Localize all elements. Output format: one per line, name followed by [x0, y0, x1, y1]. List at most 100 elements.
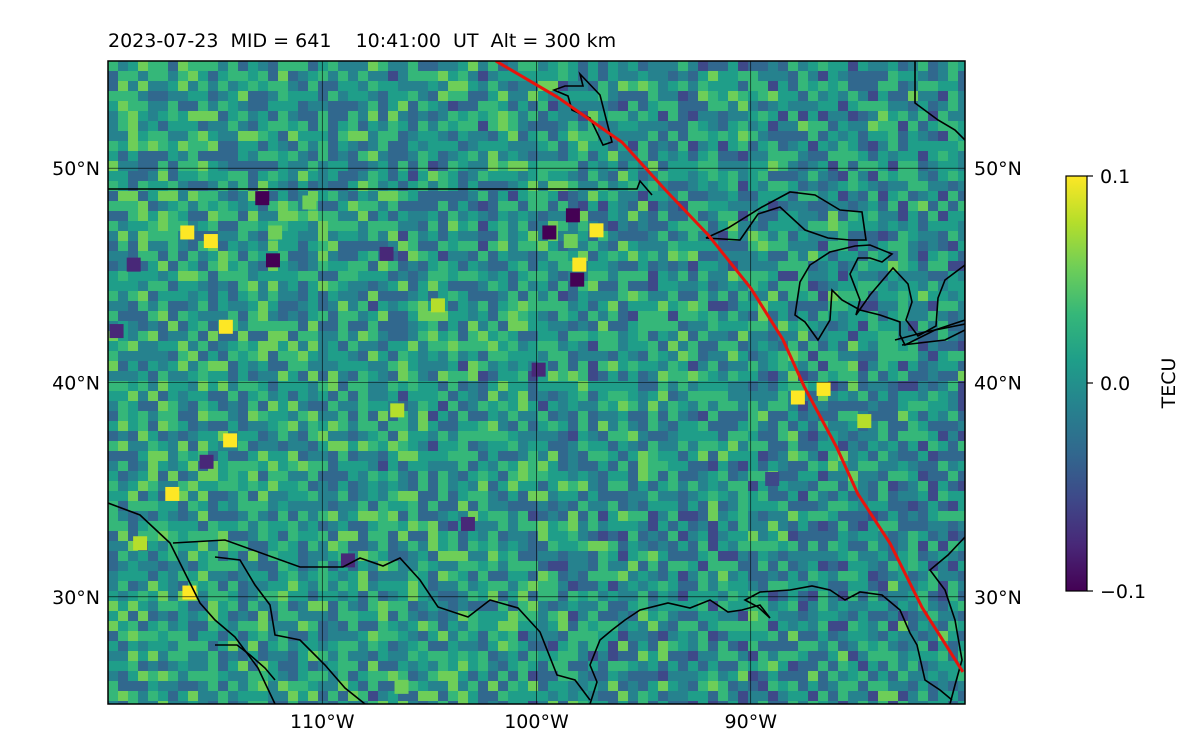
- tec-cell: [638, 361, 648, 371]
- tec-cell: [448, 401, 458, 411]
- tec-cell: [618, 121, 628, 131]
- tec-cell: [708, 581, 718, 591]
- tec-cell: [618, 331, 628, 341]
- tec-cell: [128, 621, 138, 631]
- tec-cell: [138, 511, 148, 521]
- tec-cell: [548, 631, 558, 641]
- tec-cell: [618, 551, 628, 561]
- tec-cell: [938, 551, 948, 561]
- tec-cell: [498, 521, 508, 531]
- tec-cell: [728, 391, 738, 401]
- tec-cell: [188, 411, 198, 421]
- tec-cell: [528, 501, 538, 511]
- tec-cell: [518, 511, 528, 521]
- tec-cell: [728, 321, 738, 331]
- tec-cell: [128, 121, 138, 131]
- tec-cell: [158, 601, 168, 611]
- tec-cell: [638, 81, 648, 91]
- tec-cell: [478, 231, 488, 241]
- tec-cell: [548, 61, 558, 71]
- tec-cell: [768, 521, 778, 531]
- tec-cell: [938, 181, 948, 191]
- tec-cell: [888, 331, 898, 341]
- tec-cell: [158, 481, 168, 491]
- tec-cell: [658, 301, 668, 311]
- tec-cell: [548, 331, 558, 341]
- tec-cell: [528, 571, 538, 581]
- tec-cell: [218, 381, 228, 391]
- tec-cell: [708, 161, 718, 171]
- tec-cell: [218, 591, 228, 601]
- tec-cell: [698, 191, 708, 201]
- tec-cell: [578, 311, 588, 321]
- tec-cell: [878, 611, 888, 621]
- tec-cell: [828, 231, 838, 241]
- tec-cell: [718, 371, 728, 381]
- tec-cell: [468, 261, 478, 271]
- tec-cell: [118, 521, 128, 531]
- tec-cell: [318, 591, 328, 601]
- tec-cell: [188, 341, 198, 351]
- tec-cell: [248, 611, 258, 621]
- tec-cell: [198, 361, 208, 371]
- tec-cell: [578, 121, 588, 131]
- tec-cell: [568, 501, 578, 511]
- tec-cell: [308, 61, 318, 71]
- tec-cell: [558, 231, 568, 241]
- tec-cell: [208, 291, 218, 301]
- tec-cell: [168, 291, 178, 301]
- tec-cell: [338, 531, 348, 541]
- tec-cell: [358, 91, 368, 101]
- tec-cell: [288, 541, 298, 551]
- tec-cell: [528, 71, 538, 81]
- tec-cell: [698, 331, 708, 341]
- tec-cell: [208, 261, 218, 271]
- tec-cell: [598, 511, 608, 521]
- tec-cell: [468, 411, 478, 421]
- tec-cell: [438, 431, 448, 441]
- tec-cell: [548, 271, 558, 281]
- tec-cell: [788, 621, 798, 631]
- tec-cell: [348, 471, 358, 481]
- tec-cell: [508, 571, 518, 581]
- tec-cell: [528, 601, 538, 611]
- tec-cell: [848, 171, 858, 181]
- tec-cell: [728, 551, 738, 561]
- tec-cell: [228, 401, 238, 411]
- tec-cell: [118, 601, 128, 611]
- tec-cell: [348, 381, 358, 391]
- tec-cell: [488, 541, 498, 551]
- tec-cell: [188, 511, 198, 521]
- tec-cell: [518, 111, 528, 121]
- tec-cell: [548, 551, 558, 561]
- tec-cell: [868, 91, 878, 101]
- tec-cell: [928, 431, 938, 441]
- tec-cell: [428, 371, 438, 381]
- tec-cell: [558, 331, 568, 341]
- tec-cell: [598, 461, 608, 471]
- tec-cell: [778, 501, 788, 511]
- tec-cell: [738, 421, 748, 431]
- tec-cell: [668, 601, 678, 611]
- tec-cell: [498, 91, 508, 101]
- tec-cell: [438, 511, 448, 521]
- tec-cell: [678, 191, 688, 201]
- tec-cell: [608, 191, 618, 201]
- tec-cell: [488, 261, 498, 271]
- tec-cell: [478, 331, 488, 341]
- tec-cell: [708, 351, 718, 361]
- tec-cell: [428, 531, 438, 541]
- tec-cell: [108, 631, 118, 641]
- tec-cell: [198, 491, 208, 501]
- tec-cell: [738, 451, 748, 461]
- tec-cell: [858, 221, 868, 231]
- tec-cell: [468, 581, 478, 591]
- tec-cell: [588, 611, 598, 621]
- tec-cell: [378, 61, 388, 71]
- tec-cell: [768, 191, 778, 201]
- tec-cell: [818, 301, 828, 311]
- tec-cell: [578, 151, 588, 161]
- tec-cell: [188, 181, 198, 191]
- tec-cell: [208, 571, 218, 581]
- tec-cell: [298, 61, 308, 71]
